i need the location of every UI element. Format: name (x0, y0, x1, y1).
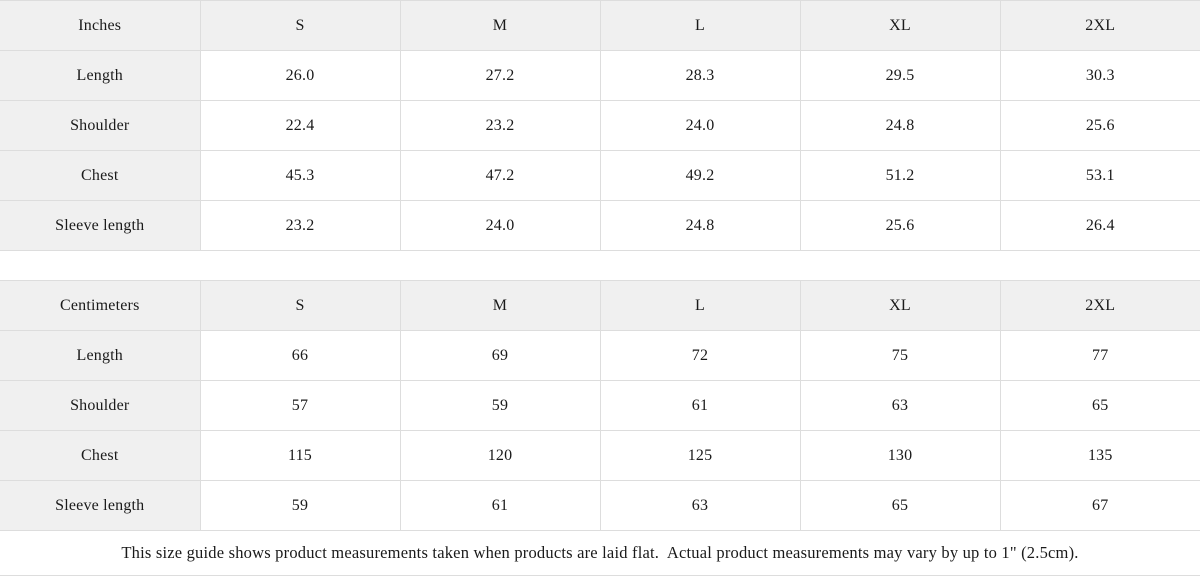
measurement-cell: 25.6 (799, 200, 1001, 251)
measurement-cell: 63 (599, 480, 801, 531)
measurement-cell: 57 (199, 380, 401, 431)
measurement-cell: 22.4 (199, 100, 401, 151)
size-header-m: M (399, 280, 601, 331)
measurement-cell: 61 (399, 480, 601, 531)
measurement-cell: 26.0 (199, 50, 401, 101)
size-header-xl: XL (799, 0, 1001, 51)
measurement-cell: 67 (999, 480, 1200, 531)
measurement-cell: 59 (199, 480, 401, 531)
size-header-s: S (199, 280, 401, 331)
row-label: Chest (0, 150, 201, 201)
measurement-cell: 53.1 (999, 150, 1200, 201)
spacer-cell (0, 250, 1200, 281)
row-label: Length (0, 330, 201, 381)
row-label: Sleeve length (0, 200, 201, 251)
size-header-l: L (599, 0, 801, 51)
measurement-cell: 25.6 (999, 100, 1200, 151)
measurement-cell: 59 (399, 380, 601, 431)
footer-note-row: This size guide shows product measuremen… (0, 530, 1200, 576)
measurement-cell: 72 (599, 330, 801, 381)
footer-note: This size guide shows product measuremen… (0, 530, 1200, 576)
measurement-cell: 29.5 (799, 50, 1001, 101)
row-label: Sleeve length (0, 480, 201, 531)
size-header-m: M (399, 0, 601, 51)
measurement-cell: 66 (199, 330, 401, 381)
table-row-cm-length: Length 66 69 72 75 77 (0, 330, 1200, 381)
size-header-2xl: 2XL (999, 280, 1200, 331)
row-label: Length (0, 50, 201, 101)
measurement-cell: 120 (399, 430, 601, 481)
measurement-cell: 63 (799, 380, 1001, 431)
measurement-cell: 24.0 (599, 100, 801, 151)
measurement-cell: 45.3 (199, 150, 401, 201)
measurement-cell: 23.2 (199, 200, 401, 251)
measurement-cell: 49.2 (599, 150, 801, 201)
measurement-cell: 77 (999, 330, 1200, 381)
size-header-xl: XL (799, 280, 1001, 331)
measurement-cell: 27.2 (399, 50, 601, 101)
unit-header-centimeters: Centimeters (0, 280, 201, 331)
measurement-cell: 65 (999, 380, 1200, 431)
table-row-inches-length: Length 26.0 27.2 28.3 29.5 30.3 (0, 50, 1200, 101)
unit-header-inches: Inches (0, 0, 201, 51)
table-row-inches-sleeve: Sleeve length 23.2 24.0 24.8 25.6 26.4 (0, 200, 1200, 251)
table-row-cm-chest: Chest 115 120 125 130 135 (0, 430, 1200, 481)
table-row-cm-shoulder: Shoulder 57 59 61 63 65 (0, 380, 1200, 431)
measurement-cell: 125 (599, 430, 801, 481)
table-row-cm-sleeve: Sleeve length 59 61 63 65 67 (0, 480, 1200, 531)
measurement-cell: 130 (799, 430, 1001, 481)
measurement-cell: 135 (999, 430, 1200, 481)
measurement-cell: 24.8 (799, 100, 1001, 151)
size-header-2xl: 2XL (999, 0, 1200, 51)
measurement-cell: 69 (399, 330, 601, 381)
centimeters-header-row: Centimeters S M L XL 2XL (0, 280, 1200, 331)
spacer-row (0, 250, 1200, 281)
measurement-cell: 75 (799, 330, 1001, 381)
measurement-cell: 30.3 (999, 50, 1200, 101)
table-row-inches-shoulder: Shoulder 22.4 23.2 24.0 24.8 25.6 (0, 100, 1200, 151)
measurement-cell: 115 (199, 430, 401, 481)
size-header-l: L (599, 280, 801, 331)
measurement-cell: 65 (799, 480, 1001, 531)
table-row-inches-chest: Chest 45.3 47.2 49.2 51.2 53.1 (0, 150, 1200, 201)
inches-header-row: Inches S M L XL 2XL (0, 0, 1200, 51)
measurement-cell: 24.0 (399, 200, 601, 251)
measurement-cell: 23.2 (399, 100, 601, 151)
size-header-s: S (199, 0, 401, 51)
row-label: Shoulder (0, 380, 201, 431)
measurement-cell: 51.2 (799, 150, 1001, 201)
measurement-cell: 61 (599, 380, 801, 431)
measurement-cell: 24.8 (599, 200, 801, 251)
measurement-cell: 28.3 (599, 50, 801, 101)
measurement-cell: 26.4 (999, 200, 1200, 251)
row-label: Chest (0, 430, 201, 481)
measurement-cell: 47.2 (399, 150, 601, 201)
row-label: Shoulder (0, 100, 201, 151)
